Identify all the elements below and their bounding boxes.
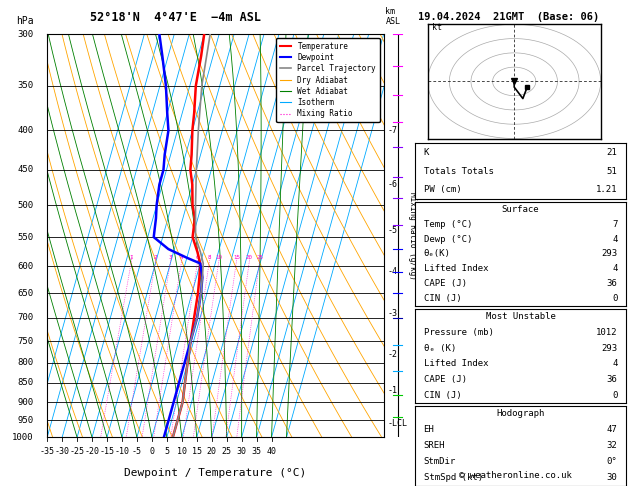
Text: 36: 36 [607, 375, 618, 384]
Text: Temp (°C): Temp (°C) [423, 220, 472, 228]
Text: 2: 2 [154, 255, 157, 260]
Text: K: K [423, 148, 429, 157]
Text: 20: 20 [207, 448, 217, 456]
Text: CIN (J): CIN (J) [423, 391, 461, 400]
Text: 293: 293 [601, 344, 618, 353]
Text: 950: 950 [18, 416, 34, 425]
Text: Hodograph: Hodograph [496, 409, 545, 418]
Text: 15: 15 [233, 255, 240, 260]
Text: 6: 6 [196, 255, 199, 260]
Text: 47: 47 [607, 425, 618, 434]
Text: PW (cm): PW (cm) [423, 186, 461, 194]
Text: 7: 7 [612, 220, 618, 228]
Text: -25: -25 [70, 448, 84, 456]
Text: 1000: 1000 [12, 433, 34, 442]
Text: -5: -5 [387, 226, 397, 235]
Text: 36: 36 [607, 279, 618, 288]
Text: 52°18'N  4°47'E  −4m ASL: 52°18'N 4°47'E −4m ASL [89, 11, 260, 24]
Text: 400: 400 [18, 126, 34, 135]
Text: StmDir: StmDir [423, 457, 456, 467]
Text: 30: 30 [607, 473, 618, 483]
Text: -20: -20 [84, 448, 99, 456]
Text: -10: -10 [114, 448, 130, 456]
Text: 4: 4 [180, 255, 184, 260]
Text: 0: 0 [612, 294, 618, 303]
Text: 4: 4 [612, 359, 618, 368]
Text: -1: -1 [387, 386, 397, 395]
Text: 4: 4 [612, 235, 618, 243]
Text: 35: 35 [252, 448, 262, 456]
Text: 750: 750 [18, 336, 34, 346]
Text: -LCL: -LCL [387, 419, 407, 428]
Text: -3: -3 [387, 309, 397, 317]
Text: Dewpoint / Temperature (°C): Dewpoint / Temperature (°C) [125, 468, 306, 478]
Text: CIN (J): CIN (J) [423, 294, 461, 303]
Text: 850: 850 [18, 379, 34, 387]
Text: Surface: Surface [502, 205, 539, 214]
Text: 700: 700 [18, 313, 34, 322]
Text: 25: 25 [256, 255, 263, 260]
Text: 1012: 1012 [596, 328, 618, 337]
Text: 4: 4 [612, 264, 618, 273]
Text: 350: 350 [18, 81, 34, 90]
Text: Dewp (°C): Dewp (°C) [423, 235, 472, 243]
Text: -2: -2 [387, 349, 397, 359]
Text: -15: -15 [99, 448, 114, 456]
Text: 19.04.2024  21GMT  (Base: 06): 19.04.2024 21GMT (Base: 06) [418, 12, 599, 22]
Text: 10: 10 [177, 448, 187, 456]
Text: kt: kt [432, 23, 442, 32]
Text: 550: 550 [18, 233, 34, 242]
Text: Lifted Index: Lifted Index [423, 359, 488, 368]
Text: EH: EH [423, 425, 434, 434]
Text: 3: 3 [169, 255, 172, 260]
Text: 1.21: 1.21 [596, 186, 618, 194]
Text: Lifted Index: Lifted Index [423, 264, 488, 273]
Text: Mixing Ratio (g/kg): Mixing Ratio (g/kg) [408, 192, 417, 279]
Text: CAPE (J): CAPE (J) [423, 375, 467, 384]
Text: -6: -6 [387, 180, 397, 189]
Text: -7: -7 [387, 126, 397, 135]
Text: -35: -35 [40, 448, 55, 456]
Text: 1: 1 [130, 255, 133, 260]
Text: 10: 10 [215, 255, 223, 260]
Text: StmSpd (kt): StmSpd (kt) [423, 473, 482, 483]
Text: 30: 30 [237, 448, 247, 456]
Text: -5: -5 [132, 448, 142, 456]
Text: -30: -30 [55, 448, 70, 456]
Text: 900: 900 [18, 398, 34, 407]
Text: 500: 500 [18, 201, 34, 209]
Text: 40: 40 [267, 448, 277, 456]
Text: 300: 300 [18, 30, 34, 38]
Text: 21: 21 [607, 148, 618, 157]
Text: SREH: SREH [423, 441, 445, 451]
Text: 0°: 0° [607, 457, 618, 467]
Text: Totals Totals: Totals Totals [423, 167, 493, 176]
Text: 5: 5 [164, 448, 169, 456]
Text: 650: 650 [18, 289, 34, 297]
Text: -4: -4 [387, 267, 397, 276]
Text: 450: 450 [18, 165, 34, 174]
Text: 8: 8 [208, 255, 211, 260]
Text: 293: 293 [601, 249, 618, 259]
Text: θₑ(K): θₑ(K) [423, 249, 450, 259]
Text: Pressure (mb): Pressure (mb) [423, 328, 493, 337]
Text: 800: 800 [18, 358, 34, 367]
Text: CAPE (J): CAPE (J) [423, 279, 467, 288]
Text: Most Unstable: Most Unstable [486, 312, 555, 321]
Text: km
ASL: km ASL [386, 7, 401, 26]
Text: θₑ (K): θₑ (K) [423, 344, 456, 353]
Text: 25: 25 [221, 448, 231, 456]
Legend: Temperature, Dewpoint, Parcel Trajectory, Dry Adiabat, Wet Adiabat, Isotherm, Mi: Temperature, Dewpoint, Parcel Trajectory… [276, 38, 380, 122]
Text: 0: 0 [612, 391, 618, 400]
Text: 51: 51 [607, 167, 618, 176]
Text: 600: 600 [18, 262, 34, 271]
Text: 32: 32 [607, 441, 618, 451]
Text: hPa: hPa [16, 16, 34, 26]
Text: © weatheronline.co.uk: © weatheronline.co.uk [459, 471, 572, 480]
Text: 15: 15 [192, 448, 202, 456]
Text: 0: 0 [149, 448, 154, 456]
Text: 20: 20 [246, 255, 253, 260]
